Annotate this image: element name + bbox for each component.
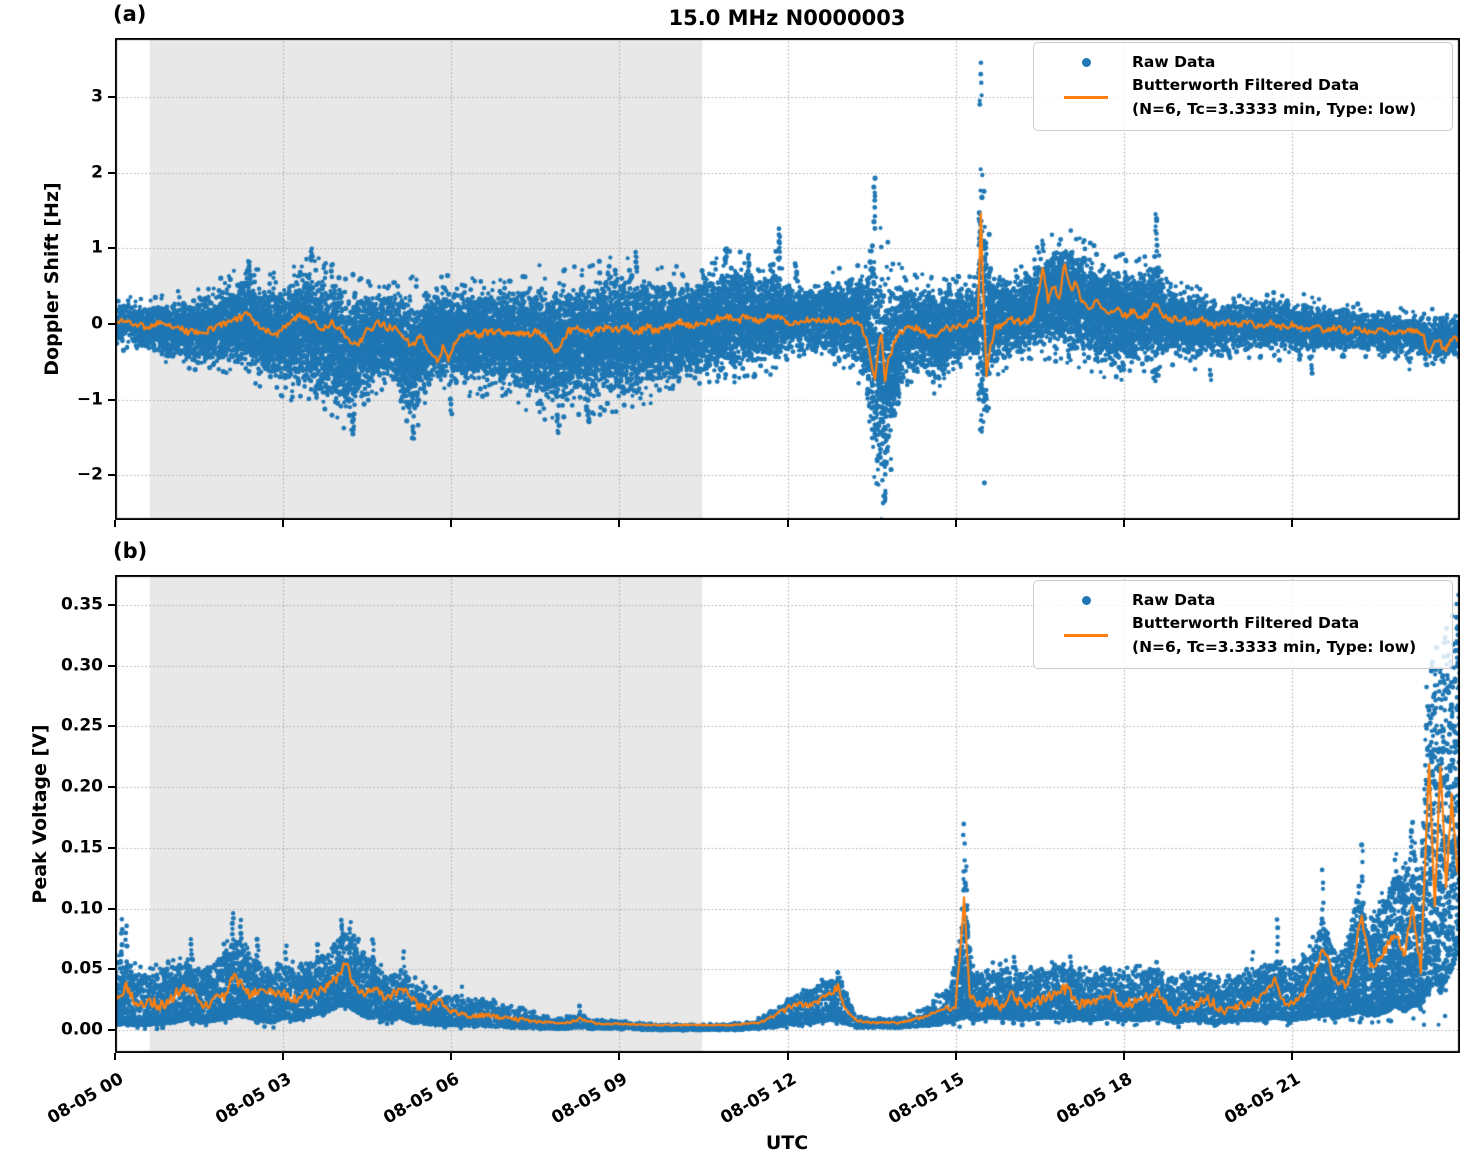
x-tick-label: 08-05 12 [716, 1069, 800, 1129]
y-tick-mark [108, 398, 115, 401]
raw-data-marker [1048, 596, 1124, 606]
x-tick-mark [1290, 1053, 1293, 1060]
legend-entry-filtered-data: Butterworth Filtered Data (N=6, Tc=3.333… [1048, 612, 1446, 659]
y-tick-mark [108, 603, 115, 606]
panel-a-legend: Raw Data Butterworth Filtered Data (N=6,… [1033, 42, 1453, 131]
legend-filtered-label-line2: (N=6, Tc=3.3333 min, Type: low) [1132, 99, 1417, 118]
raw-data-dot-icon [1081, 58, 1091, 68]
y-tick-mark [108, 247, 115, 250]
y-tick-label: 3 [91, 86, 103, 107]
y-tick-label: 0.15 [61, 837, 103, 858]
x-tick-mark [954, 1053, 957, 1060]
x-tick-mark [786, 1053, 789, 1060]
panel-b-plot-area: Raw Data Butterworth Filtered Data (N=6,… [115, 575, 1460, 1053]
y-tick-label: 0.00 [61, 1019, 103, 1040]
legend-raw-label: Raw Data [1132, 591, 1216, 609]
legend-filtered-label-line1: Butterworth Filtered Data [1132, 614, 1360, 633]
x-tick-label: 08-05 09 [548, 1069, 632, 1129]
y-tick-mark [108, 907, 115, 910]
x-tick-mark [1122, 520, 1125, 527]
panel-b-y-axis-label: Peak Voltage [V] [29, 724, 51, 904]
x-tick-label: 08-05 21 [1221, 1069, 1304, 1129]
legend-entry-raw-data: Raw Data [1048, 589, 1446, 612]
y-tick-label: 0.05 [61, 958, 103, 979]
x-tick-mark [954, 520, 957, 527]
x-tick-mark [1290, 520, 1293, 527]
x-tick-mark [1122, 1053, 1125, 1060]
x-tick-mark [786, 520, 789, 527]
y-tick-mark [108, 968, 115, 971]
y-tick-label: −2 [76, 464, 103, 485]
x-tick-label: 08-05 18 [1053, 1069, 1136, 1129]
y-tick-mark [108, 664, 115, 667]
x-axis-label: UTC [765, 1132, 809, 1154]
panel-a-y-axis-label: Doppler Shift [Hz] [41, 182, 63, 376]
y-tick-label: 2 [91, 162, 103, 183]
x-tick-mark [282, 1053, 285, 1060]
y-tick-mark [108, 474, 115, 477]
y-tick-label: 0.25 [61, 715, 103, 736]
legend-filtered-label: Butterworth Filtered Data (N=6, Tc=3.333… [1132, 612, 1416, 659]
panel-b-tag: (b) [113, 539, 148, 563]
x-tick-label: 08-05 15 [884, 1069, 968, 1129]
y-tick-mark [108, 786, 115, 789]
y-tick-label: −1 [76, 389, 103, 410]
legend-entry-raw-data: Raw Data [1048, 51, 1446, 74]
x-tick-mark [450, 520, 453, 527]
x-tick-mark [450, 1053, 453, 1060]
x-tick-mark [114, 1053, 116, 1060]
panel-b-legend: Raw Data Butterworth Filtered Data (N=6,… [1033, 580, 1453, 669]
filtered-data-marker [1048, 96, 1124, 99]
y-tick-mark [108, 725, 115, 728]
filtered-data-marker [1048, 634, 1124, 637]
panel-a-tag: (a) [113, 2, 147, 26]
panel-a-plot-area: Raw Data Butterworth Filtered Data (N=6,… [115, 38, 1460, 520]
y-tick-label: 0.10 [61, 898, 103, 919]
legend-raw-label: Raw Data [1132, 53, 1216, 71]
raw-data-dot-icon [1081, 596, 1091, 606]
y-tick-label: 1 [91, 237, 103, 258]
y-tick-mark [108, 171, 115, 174]
y-tick-mark [108, 846, 115, 849]
x-tick-mark [282, 520, 285, 527]
y-tick-label: 0.20 [61, 776, 103, 797]
legend-filtered-label: Butterworth Filtered Data (N=6, Tc=3.333… [1132, 74, 1416, 121]
filtered-data-line-icon [1064, 634, 1108, 637]
legend-entry-filtered-data: Butterworth Filtered Data (N=6, Tc=3.333… [1048, 74, 1446, 121]
figure-title: 15.0 MHz N0000003 [668, 6, 906, 30]
x-tick-mark [114, 520, 116, 527]
x-tick-label: 08-05 03 [212, 1069, 296, 1129]
x-tick-mark [618, 520, 621, 527]
x-tick-label: 08-05 06 [380, 1069, 464, 1129]
legend-filtered-label-line1: Butterworth Filtered Data [1132, 76, 1360, 95]
y-tick-label: 0.30 [61, 655, 103, 676]
y-tick-mark [108, 96, 115, 99]
filtered-data-line-icon [1064, 96, 1108, 99]
y-tick-label: 0.35 [61, 594, 103, 615]
raw-data-marker [1048, 58, 1124, 68]
y-tick-mark [108, 323, 115, 326]
y-tick-label: 0 [91, 313, 103, 334]
x-tick-mark [618, 1053, 621, 1060]
x-tick-label: 08-05 00 [44, 1069, 127, 1129]
legend-filtered-label-line2: (N=6, Tc=3.3333 min, Type: low) [1132, 637, 1417, 656]
y-tick-mark [108, 1028, 115, 1031]
